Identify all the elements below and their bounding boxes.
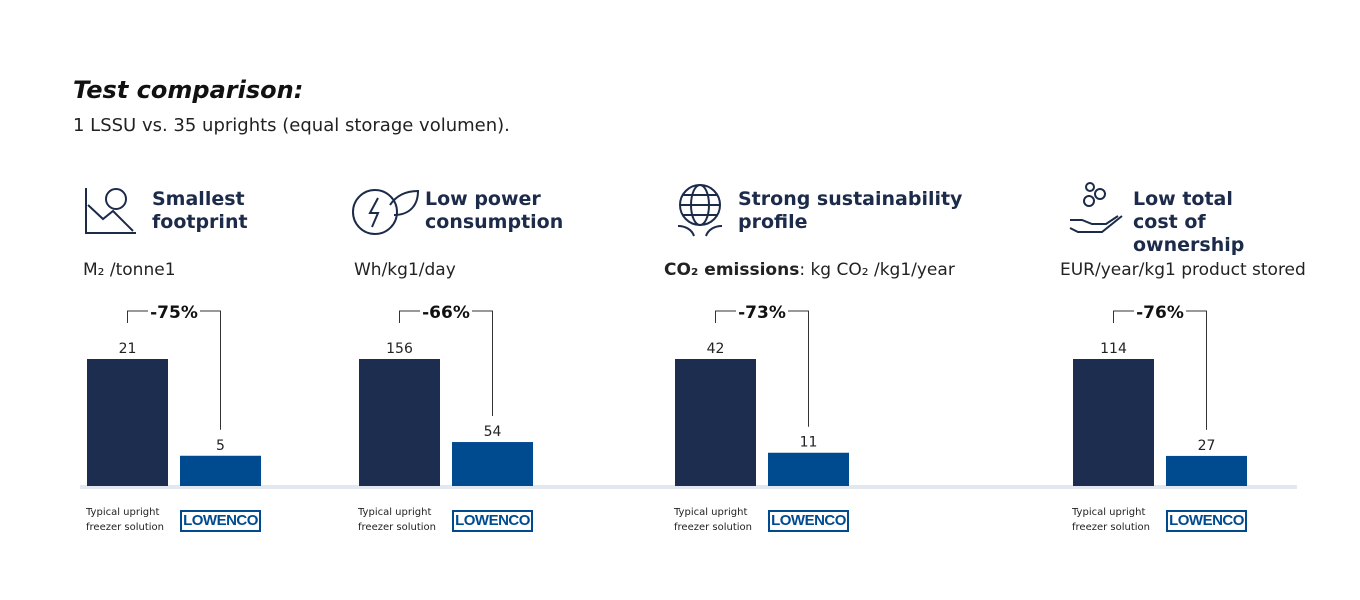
unit-label: EUR/year/kg1 product stored bbox=[1060, 260, 1306, 280]
panel-title: Low power consumption bbox=[425, 188, 564, 233]
brand-logo: LOWENCO bbox=[452, 510, 533, 532]
unit-text: Wh/kg1/day bbox=[354, 260, 456, 280]
value-label: 156 bbox=[386, 341, 413, 357]
bar bbox=[180, 455, 261, 486]
reduction-label: -73% bbox=[738, 303, 786, 323]
annotation-bg bbox=[736, 301, 788, 321]
value-label: 11 bbox=[800, 435, 818, 451]
baseline bbox=[80, 485, 1297, 489]
value-label: 54 bbox=[484, 424, 502, 440]
page-subtitle: 1 LSSU vs. 35 uprights (equal storage vo… bbox=[73, 115, 510, 136]
panel-title: Strong sustainability profile bbox=[738, 188, 963, 233]
unit-label: M₂ /tonne1 bbox=[83, 260, 176, 280]
value-label: 42 bbox=[707, 341, 725, 357]
panel-title: Low total cost of ownership bbox=[1133, 188, 1245, 256]
reduction-label: -75% bbox=[150, 303, 198, 323]
icon-power bbox=[352, 189, 420, 235]
bar bbox=[452, 442, 533, 486]
panel-title: Smallest footprint bbox=[152, 188, 248, 233]
page-title: Test comparison: bbox=[73, 76, 304, 104]
category-label: Typical upright freezer solution bbox=[358, 507, 437, 533]
unit-bold: CO₂ emissions bbox=[664, 260, 800, 280]
reduction-label: -76% bbox=[1136, 303, 1184, 323]
category-label: Typical upright freezer solution bbox=[86, 507, 165, 533]
value-label: 5 bbox=[216, 438, 225, 454]
value-label: 21 bbox=[119, 341, 137, 357]
unit-label: Wh/kg1/day bbox=[354, 260, 456, 280]
bar bbox=[768, 452, 849, 486]
unit-label: CO₂ emissions: kg CO₂ /kg1/year bbox=[664, 260, 955, 280]
category-label: Typical upright freezer solution bbox=[1072, 507, 1151, 533]
icon-footprint bbox=[85, 188, 136, 234]
value-label: 27 bbox=[1198, 438, 1216, 454]
brand-logo: LOWENCO bbox=[180, 510, 261, 532]
bar bbox=[359, 359, 440, 486]
icon-cost bbox=[1069, 182, 1123, 233]
annotation-bg bbox=[420, 301, 472, 321]
icon-globe bbox=[677, 184, 723, 237]
category-label: Typical upright freezer solution bbox=[674, 507, 753, 533]
unit-text: EUR/year/kg1 product stored bbox=[1060, 260, 1306, 280]
brand-logo: LOWENCO bbox=[1166, 510, 1247, 532]
bar bbox=[675, 359, 756, 486]
reduction-label: -66% bbox=[422, 303, 470, 323]
bar bbox=[1073, 359, 1154, 486]
value-label: 114 bbox=[1100, 341, 1127, 357]
annotation-bg bbox=[1134, 301, 1186, 321]
unit-text: M₂ /tonne1 bbox=[83, 260, 176, 280]
bar bbox=[87, 359, 168, 486]
annotation-bg bbox=[148, 301, 200, 321]
bar bbox=[1166, 455, 1247, 486]
unit-text: : kg CO₂ /kg1/year bbox=[799, 260, 955, 280]
brand-logo: LOWENCO bbox=[768, 510, 849, 532]
